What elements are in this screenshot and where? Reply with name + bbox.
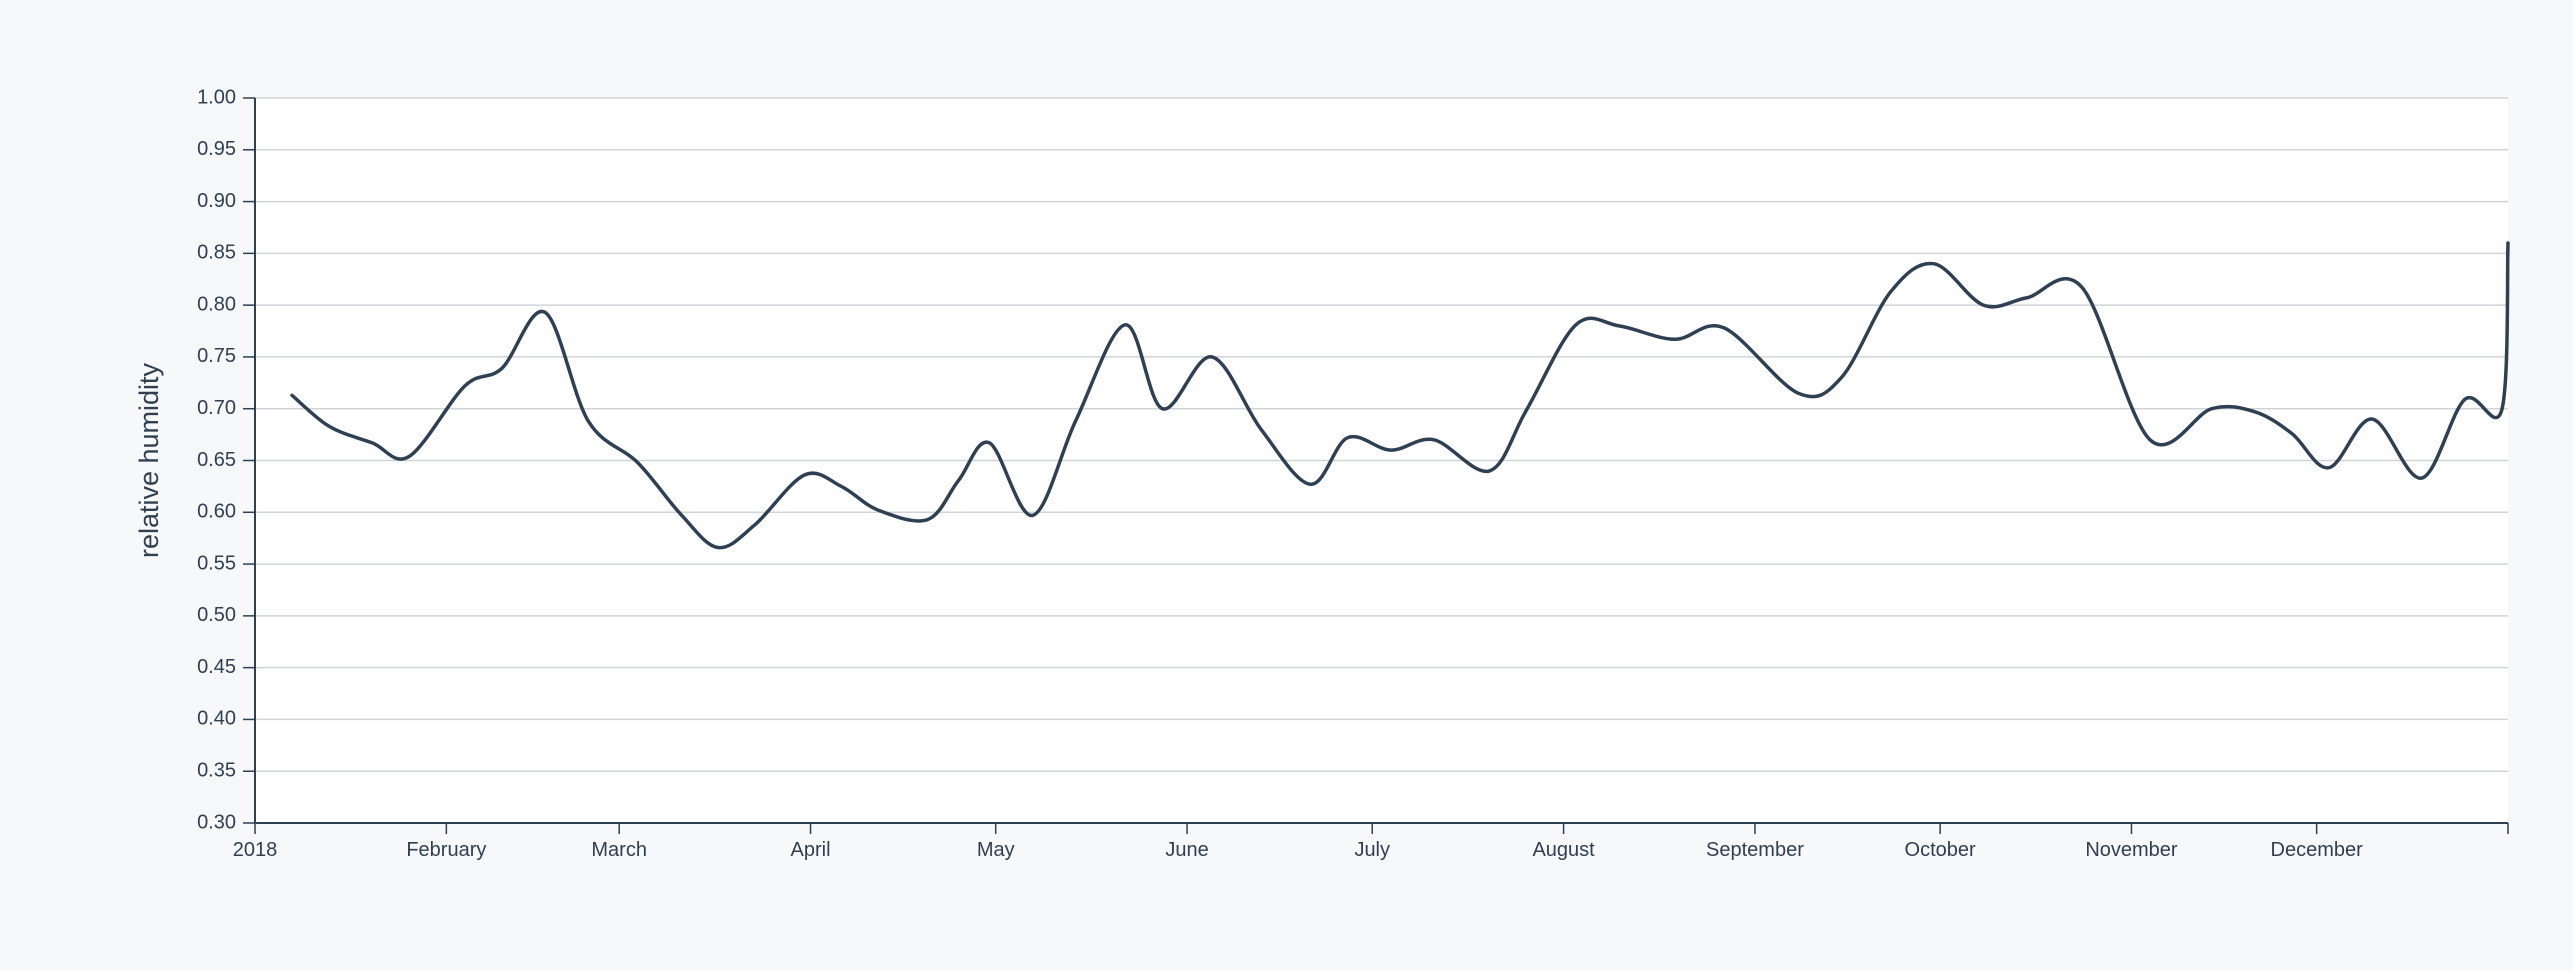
y-tick-label: 0.75 xyxy=(197,345,236,367)
x-tick-label: July xyxy=(1354,839,1390,861)
y-tick-label: 0.60 xyxy=(197,501,236,523)
y-tick-label: 0.80 xyxy=(197,293,236,315)
x-tick-label: October xyxy=(1905,839,1976,861)
y-tick-label: 0.30 xyxy=(197,811,236,833)
y-tick-label: 0.70 xyxy=(197,397,236,419)
y-axis-label: relative humidity xyxy=(134,362,164,558)
y-tick-label: 0.65 xyxy=(197,449,236,471)
x-tick-label: May xyxy=(977,839,1015,861)
x-tick-label: November xyxy=(2085,839,2178,861)
y-tick-label: 0.50 xyxy=(197,604,236,626)
x-tick-label: June xyxy=(1165,839,1208,861)
x-tick-label: February xyxy=(406,839,486,861)
x-tick-label: September xyxy=(1706,839,1804,861)
y-tick-label: 0.95 xyxy=(197,138,236,160)
humidity-series-line xyxy=(290,241,2510,550)
x-tick-label: August xyxy=(1532,839,1595,861)
y-tick-label: 0.85 xyxy=(197,242,236,264)
y-tick-label: 0.55 xyxy=(197,552,236,574)
y-tick-label: 0.45 xyxy=(197,656,236,678)
x-tick-label: March xyxy=(591,839,647,861)
y-tick-label: 1.00 xyxy=(197,86,236,108)
y-tick-label: 0.35 xyxy=(197,759,236,781)
x-tick-label: December xyxy=(2271,839,2364,861)
y-tick-label: 0.90 xyxy=(197,190,236,212)
x-tick-label: 2018 xyxy=(233,839,278,861)
y-tick-label: 0.40 xyxy=(197,708,236,730)
x-tick-label: April xyxy=(791,839,831,861)
